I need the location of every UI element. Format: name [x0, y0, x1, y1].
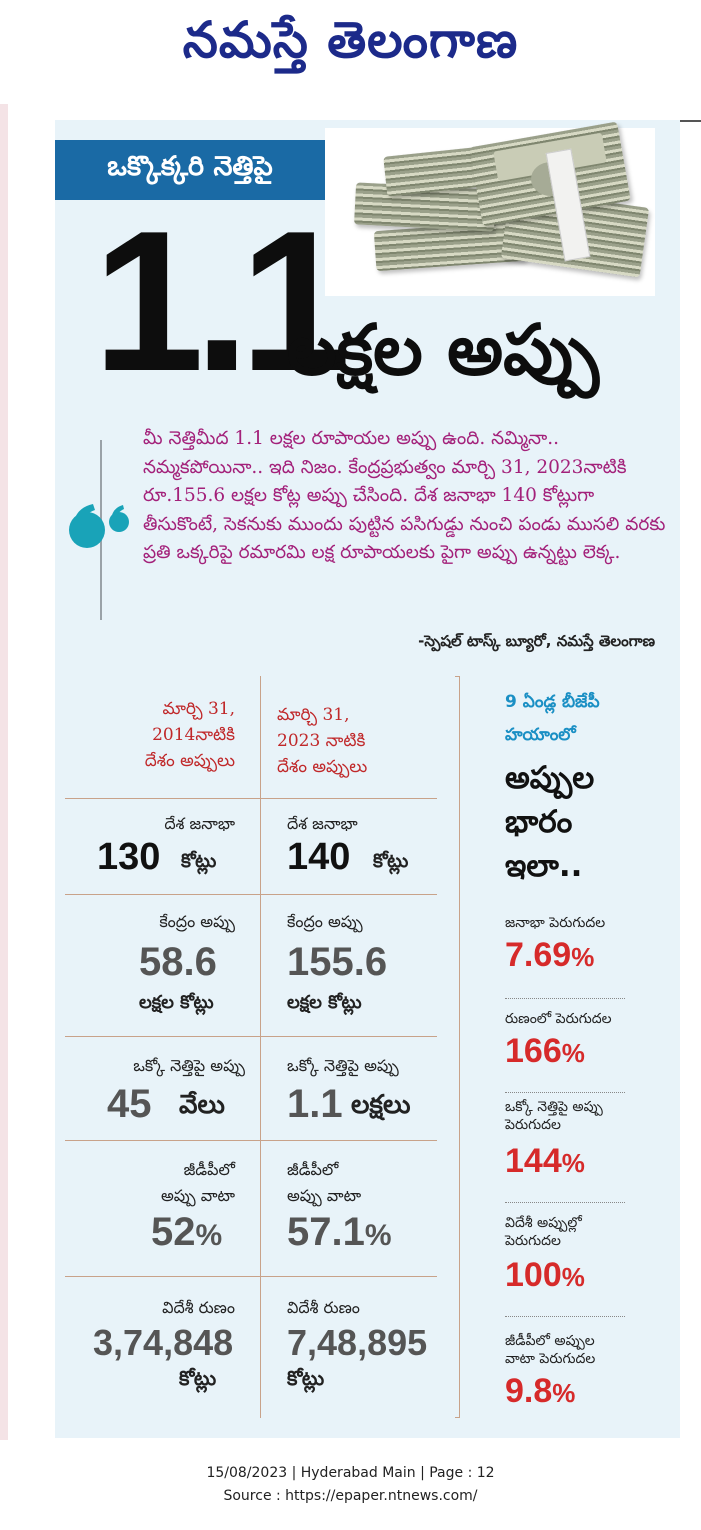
left-margin-rule — [0, 104, 8, 1440]
central-debt-label-2023: కేంద్రం అప్పు — [287, 912, 363, 931]
table-row-divider — [65, 1036, 437, 1037]
side-item-label2: పెరుగుదల — [505, 1233, 561, 1249]
side-divider — [505, 1092, 625, 1093]
page-footer: 15/08/2023 | Hyderabad Main | Page : 12 … — [0, 1462, 701, 1508]
central-debt-value-2014: 58.6 — [139, 940, 217, 984]
side-item-value: 166% — [505, 1032, 585, 1070]
population-label-2023: దేశ జనాభా — [287, 814, 358, 833]
table-row-divider — [65, 798, 437, 799]
population-value-2023: 140 — [287, 836, 351, 878]
population-value-2014: 130 — [97, 836, 161, 878]
per-head-unit-2014: వేలు — [179, 1090, 225, 1120]
central-debt-unit-2014: లక్షల కోట్లు — [139, 992, 214, 1013]
quote-mark-icon — [69, 504, 129, 548]
foreign-debt-unit-2014: కోట్లు — [179, 1366, 217, 1390]
headline-word: లక్షల అప్పు — [287, 309, 600, 391]
side-divider — [505, 1316, 625, 1317]
foreign-debt-value-2023: 7,48,895 — [287, 1322, 428, 1363]
headline-number: 1.1 — [93, 190, 351, 413]
side-item-label: విదేశీ అప్పుల్లో — [505, 1215, 582, 1231]
masthead-title: నమస్తే తెలంగాణ — [182, 10, 519, 69]
per-head-label-2023: ఒక్కో నెత్తిపై అప్పు — [287, 1056, 399, 1075]
header-2023: మార్చి 31, 2023 నాటికి దేశం అప్పులు — [277, 705, 368, 777]
foreign-debt-value-2014: 3,74,848 — [93, 1322, 234, 1363]
gdp-share-label1-2014: జీడీపీలో — [183, 1160, 235, 1179]
quote-text: మీ నెత్తిమీద 1.1 లక్షల రూపాయల అప్పు ఉంది… — [143, 428, 666, 564]
table-row-divider — [65, 1140, 437, 1141]
population-label-2014: దేశ జనాభా — [164, 814, 235, 833]
gdp-share-label1-2023: జీడీపీలో — [287, 1160, 339, 1179]
central-debt-label-2014: కేంద్రం అప్పు — [159, 912, 235, 931]
side-item-label: రుణంలో పెరుగుదల — [505, 1011, 612, 1027]
byline: -స్పెషల్ టాస్క్ బ్యూరో, నమస్తే తెలంగాణ — [418, 632, 655, 650]
gdp-share-label2-2023: అప్పు వాటా — [287, 1186, 362, 1205]
foreign-debt-unit-2023: కోట్లు — [287, 1366, 325, 1390]
population-unit-2023: కోట్లు — [373, 850, 409, 872]
side-item-label: జీడీపీలో అప్పుల — [505, 1333, 595, 1349]
central-debt-value-2023: 155.6 — [287, 940, 388, 984]
side-item-label2: పెరుగుదల — [505, 1117, 561, 1133]
side-item-value: 7.69% — [505, 936, 595, 974]
header-2014: మార్చి 31, 2014నాటికి దేశం అప్పులు — [144, 699, 235, 771]
footer-edition: 15/08/2023 | Hyderabad Main | Page : 12 — [206, 1465, 495, 1481]
gdp-share-label2-2014: అప్పు వాటా — [160, 1186, 235, 1205]
sidebar-heading: 9 ఏండ్ల బీజేపీ హయాంలో — [505, 692, 600, 745]
side-item-value: 9.8% — [505, 1372, 576, 1410]
table-row-divider — [65, 894, 437, 895]
per-head-unit-2023: లక్షలు — [351, 1090, 411, 1120]
headline-kicker: ఒక్కొక్కరి నెత్తిపై — [55, 140, 325, 200]
footer-source[interactable]: Source : https://epaper.ntnews.com/ — [223, 1488, 478, 1504]
table-row-divider — [65, 1276, 437, 1277]
side-item-label2: వాటా పెరుగుదల — [505, 1351, 596, 1367]
side-item-value: 100% — [505, 1256, 585, 1294]
side-item-label: జనాభా పెరుగుదల — [505, 915, 606, 931]
masthead: నమస్తే తెలంగాణ — [0, 0, 701, 92]
article-card: ఒక్కొక్కరి నెత్తిపై 1.1 లక్షల అప్పు మీ న… — [55, 120, 680, 1438]
per-head-value-2014: 45 — [107, 1082, 152, 1126]
table-outline — [455, 676, 460, 1418]
sidebar-title: అప్పుల భారం ఇలా.. — [505, 760, 595, 884]
foreign-debt-label-2014: విదేశీ రుణం — [162, 1298, 235, 1317]
foreign-debt-label-2023: విదేశీ రుణం — [287, 1298, 360, 1317]
money-stack-image — [325, 121, 655, 296]
gdp-share-value-2023: 57.1% — [287, 1210, 392, 1254]
population-unit-2014: కోట్లు — [181, 850, 217, 872]
table-column-divider — [260, 676, 261, 1418]
side-item-value: 144% — [505, 1142, 585, 1180]
per-head-label-2014: ఒక్కో నెత్తిపై అప్పు — [133, 1056, 245, 1075]
per-head-value-2023: 1.1 — [287, 1082, 343, 1126]
right-margin-rule — [680, 120, 701, 122]
side-divider — [505, 998, 625, 999]
gdp-share-value-2014: 52% — [151, 1210, 223, 1254]
side-divider — [505, 1202, 625, 1203]
central-debt-unit-2023: లక్షల కోట్లు — [287, 992, 362, 1013]
side-item-label: ఒక్కో నెత్తిపై అప్పు — [505, 1099, 603, 1115]
